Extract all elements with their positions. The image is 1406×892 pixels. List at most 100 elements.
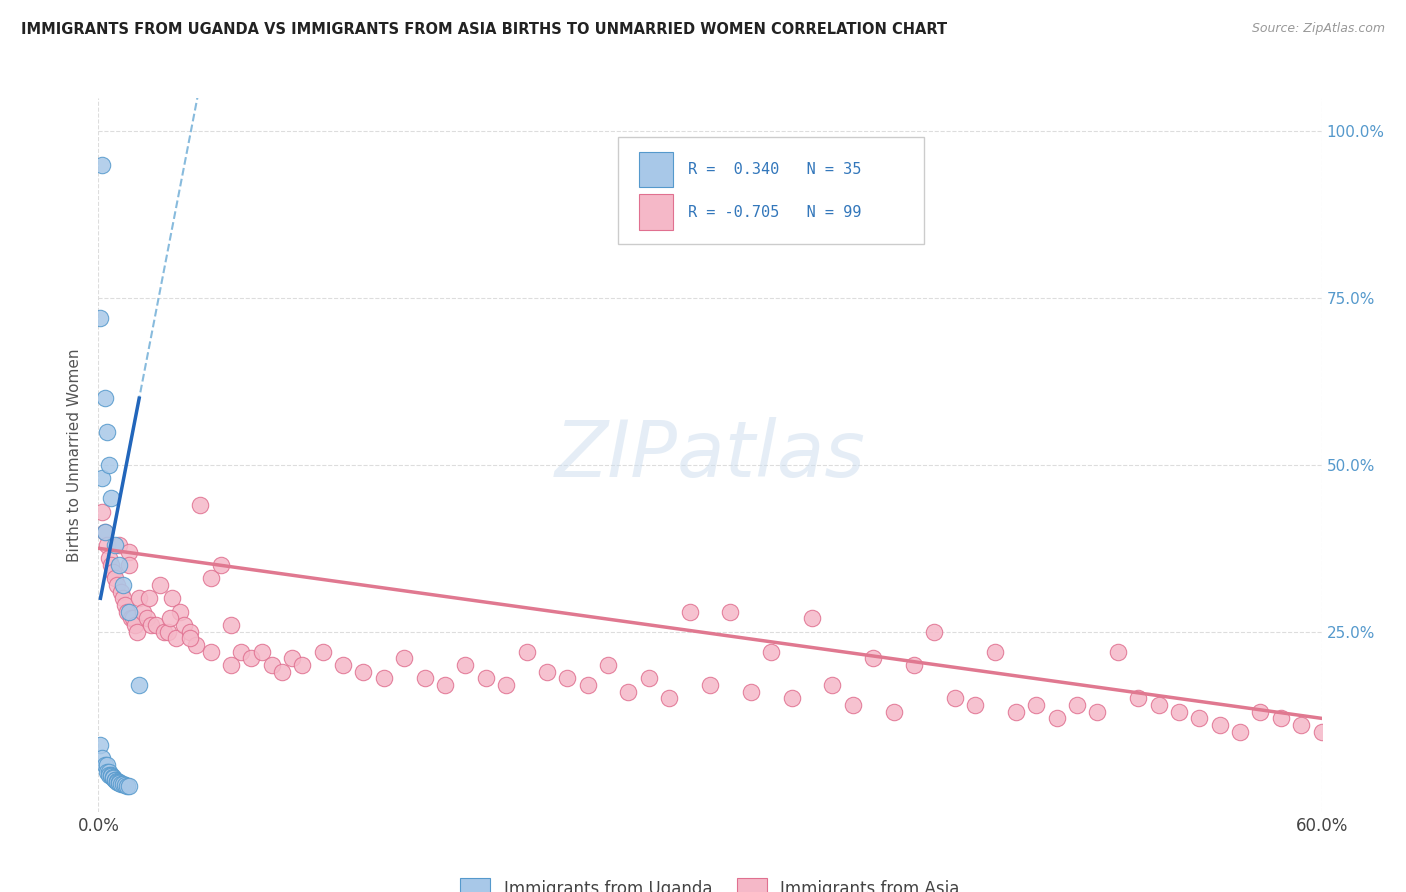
- Point: [219, 658, 242, 673]
- Point: [169, 605, 191, 619]
- Point: [173, 618, 195, 632]
- Y-axis label: Births to Unmarried Women: Births to Unmarried Women: [67, 348, 83, 562]
- Point: [105, 578, 128, 592]
- Point: [1291, 718, 1313, 732]
- Point: [136, 611, 159, 625]
- Point: [104, 772, 127, 787]
- Text: R = -0.705   N = 99: R = -0.705 N = 99: [688, 205, 862, 219]
- Point: [699, 678, 721, 692]
- Point: [104, 571, 127, 585]
- Point: [96, 538, 118, 552]
- Point: [270, 665, 294, 679]
- Point: [1004, 705, 1026, 719]
- Point: [231, 645, 253, 659]
- Point: [96, 758, 118, 772]
- Point: [598, 658, 620, 673]
- Point: [89, 738, 111, 752]
- Point: [114, 598, 136, 612]
- Point: [179, 632, 201, 646]
- Text: ZIPatlas: ZIPatlas: [554, 417, 866, 493]
- Point: [740, 684, 762, 698]
- Point: [413, 671, 436, 685]
- Point: [862, 651, 884, 665]
- Point: [128, 591, 150, 606]
- FancyBboxPatch shape: [619, 137, 924, 244]
- Point: [576, 678, 599, 692]
- Point: [260, 658, 283, 673]
- Point: [373, 671, 395, 685]
- Point: [200, 645, 222, 659]
- Point: [392, 651, 416, 665]
- Point: [100, 769, 122, 783]
- Point: [111, 777, 134, 791]
- Point: [312, 645, 335, 659]
- Point: [93, 524, 115, 539]
- Point: [118, 780, 141, 794]
- Point: [141, 618, 163, 632]
- Point: [120, 611, 142, 625]
- Point: [291, 658, 314, 673]
- Point: [250, 645, 273, 659]
- Point: [101, 772, 124, 786]
- Point: [516, 645, 538, 659]
- Point: [93, 758, 115, 772]
- Point: [93, 524, 115, 539]
- Point: [200, 571, 222, 585]
- Point: [658, 691, 681, 706]
- Point: [100, 558, 122, 572]
- Point: [801, 611, 824, 625]
- Point: [110, 777, 132, 791]
- Point: [108, 538, 131, 552]
- Point: [108, 775, 131, 789]
- Point: [1025, 698, 1047, 712]
- Point: [965, 698, 987, 712]
- Point: [124, 618, 146, 632]
- Point: [89, 311, 111, 326]
- Point: [91, 471, 114, 485]
- Point: [110, 584, 132, 599]
- Point: [97, 458, 120, 472]
- Point: [984, 645, 1007, 659]
- Point: [679, 605, 702, 619]
- Point: [111, 578, 134, 592]
- Point: [188, 498, 212, 512]
- Point: [165, 632, 187, 646]
- Point: [97, 551, 120, 566]
- Point: [1310, 724, 1333, 739]
- Point: [118, 605, 141, 619]
- Point: [145, 618, 167, 632]
- Point: [105, 774, 128, 789]
- Point: [1107, 645, 1129, 659]
- Point: [536, 665, 558, 679]
- Point: [720, 605, 742, 619]
- Point: [821, 678, 844, 692]
- Legend: Immigrants from Uganda, Immigrants from Asia: Immigrants from Uganda, Immigrants from …: [451, 870, 969, 892]
- Point: [118, 558, 141, 572]
- Point: [761, 645, 783, 659]
- Point: [127, 624, 149, 639]
- Point: [115, 605, 138, 619]
- Text: Source: ZipAtlas.com: Source: ZipAtlas.com: [1251, 22, 1385, 36]
- Text: R =  0.340   N = 35: R = 0.340 N = 35: [688, 162, 862, 177]
- Point: [219, 618, 242, 632]
- Point: [638, 671, 661, 685]
- Point: [104, 773, 127, 788]
- Point: [101, 770, 124, 784]
- Point: [1188, 711, 1211, 725]
- Point: [108, 776, 131, 790]
- Point: [179, 624, 201, 639]
- Point: [114, 778, 136, 792]
- Point: [1167, 705, 1189, 719]
- Point: [474, 671, 498, 685]
- Point: [91, 158, 114, 172]
- Point: [1066, 698, 1088, 712]
- Point: [96, 764, 118, 779]
- Point: [128, 678, 150, 692]
- Point: [1249, 705, 1271, 719]
- Point: [332, 658, 354, 673]
- Point: [1147, 698, 1170, 712]
- Point: [105, 774, 128, 789]
- Point: [903, 658, 925, 673]
- Point: [156, 624, 179, 639]
- Point: [93, 391, 115, 405]
